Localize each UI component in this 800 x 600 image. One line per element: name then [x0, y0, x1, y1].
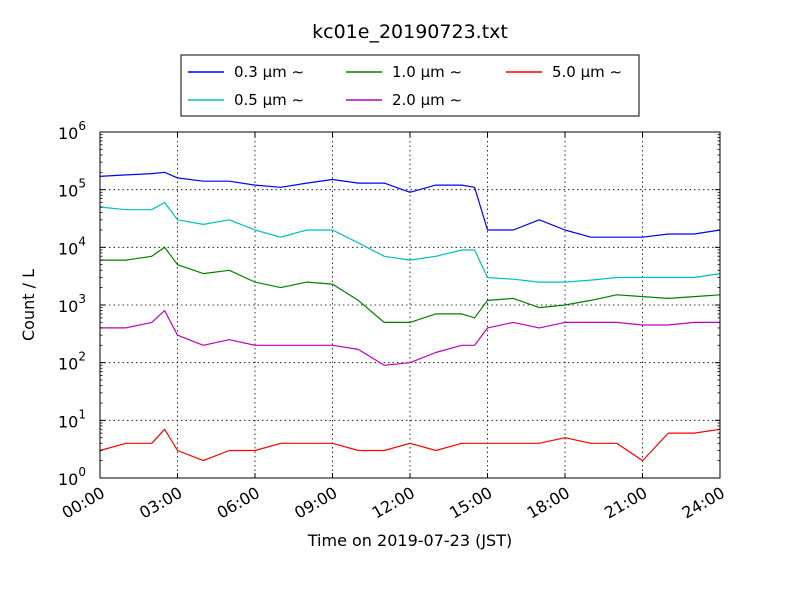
- chart-title: kc01e_20190723.txt: [312, 21, 508, 43]
- y-tick-exponent: 3: [78, 292, 86, 306]
- series-line-1: [99, 201, 721, 283]
- series-line-3: [100, 310, 720, 366]
- y-tick-label: 103: [58, 292, 86, 316]
- series-line-2: [100, 246, 721, 323]
- legend-label: 0.3 μm ∼: [234, 63, 304, 81]
- series-lines: [99, 171, 721, 462]
- y-tick-exponent: 4: [78, 234, 86, 248]
- y-tick-exponent: 0: [78, 465, 86, 479]
- x-tick-label: 06:00: [214, 483, 263, 523]
- x-tick-label: 18:00: [524, 483, 573, 523]
- x-tick-label: 03:00: [136, 483, 185, 523]
- legend-label: 2.0 μm ∼: [392, 91, 462, 109]
- legend-label: 5.0 μm ∼: [552, 63, 622, 81]
- y-tick-exponent: 2: [78, 350, 86, 364]
- gridlines: [100, 132, 720, 478]
- legend-label: 1.0 μm ∼: [392, 63, 462, 81]
- x-tick-label: 24:00: [679, 483, 728, 523]
- legend-box: [180, 54, 640, 117]
- y-axis-label: Count / L: [19, 269, 38, 341]
- axis-ticks: 00:00 03:00 06:00 09:00 12:00 15:00 18:00 21:00…: [58, 119, 728, 523]
- y-tick-exponent: 6: [78, 119, 86, 133]
- y-tick-label: 106: [58, 119, 86, 143]
- y-tick-label: 105: [58, 177, 86, 201]
- series-line-0: [99, 171, 721, 238]
- y-tick-exponent: 1: [78, 407, 86, 421]
- x-tick-label: 09:00: [291, 483, 340, 523]
- x-tick-label: 15:00: [446, 483, 495, 523]
- series-line-4: [99, 428, 721, 462]
- y-tick-label: 102: [58, 350, 86, 374]
- y-tick-label: 104: [58, 234, 86, 258]
- y-tick-label: 101: [58, 407, 86, 431]
- legend-label: 0.5 μm ∼: [234, 91, 304, 109]
- legend: 0.3 μm ∼ 0.5 μm ∼ 1.0 μm ∼ 2.0 μm ∼ 5.0 μm ∼: [180, 54, 640, 117]
- x-axis-label: Time on 2019-07-23 (JST): [307, 531, 512, 550]
- y-tick-exponent: 5: [78, 177, 86, 191]
- x-tick-label: 21:00: [601, 483, 650, 523]
- x-tick-label: 12:00: [369, 483, 418, 523]
- y-tick-label: 100: [58, 465, 86, 489]
